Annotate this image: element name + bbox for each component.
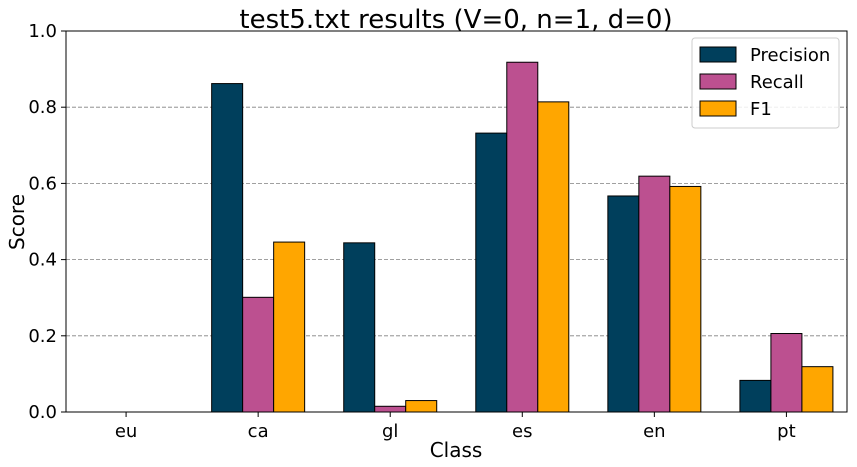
bar-f1-es bbox=[537, 101, 570, 413]
grid-lines bbox=[66, 106, 847, 337]
chart-title: test5.txt results (V=0, n=1, d=0) bbox=[239, 5, 672, 35]
y-tick-label: 1.0 bbox=[28, 21, 57, 42]
y-tick-label: 0.2 bbox=[28, 326, 57, 347]
y-axis-label: Score bbox=[5, 194, 29, 250]
bar-precision-gl bbox=[343, 242, 376, 413]
x-tick-label: en bbox=[643, 421, 665, 442]
bar-precision-pt bbox=[739, 379, 772, 413]
bar-precision-es bbox=[475, 132, 508, 413]
bar-f1-en bbox=[669, 185, 702, 413]
plot-frame bbox=[65, 30, 848, 413]
legend-label-f1: F1 bbox=[750, 99, 772, 120]
bar-precision-ca bbox=[211, 83, 244, 413]
y-tick-label: 0.4 bbox=[28, 250, 57, 271]
y-tick-label: 0.8 bbox=[28, 97, 57, 118]
bar-f1-ca bbox=[273, 241, 306, 413]
legend-swatch-f1 bbox=[699, 100, 737, 117]
y-tick-label: 0.6 bbox=[28, 173, 57, 194]
bar-recall-ca bbox=[242, 296, 275, 413]
bar-recall-pt bbox=[770, 333, 803, 413]
x-tick-label: es bbox=[512, 421, 532, 442]
x-axis-label: Class bbox=[430, 438, 483, 462]
legend-label-precision: Precision bbox=[750, 45, 830, 66]
bar-f1-pt bbox=[801, 366, 834, 413]
legend: Precision Recall F1 bbox=[691, 37, 840, 129]
x-axis-ticks: eu ca gl es en pt bbox=[115, 412, 796, 442]
legend-label-recall: Recall bbox=[750, 72, 804, 93]
bar-precision-en bbox=[607, 195, 640, 413]
x-tick-label: ca bbox=[248, 421, 269, 442]
legend-swatch-recall bbox=[699, 73, 737, 90]
bar-f1-gl bbox=[405, 400, 438, 413]
x-tick-label: eu bbox=[115, 421, 137, 442]
x-tick-label: pt bbox=[777, 421, 795, 442]
y-tick-label: 0.0 bbox=[28, 402, 57, 423]
x-tick-label: gl bbox=[382, 421, 398, 442]
bar-recall-es bbox=[506, 61, 539, 413]
legend-swatch-precision bbox=[699, 46, 737, 63]
y-axis-ticks: 0.0 0.2 0.4 0.6 0.8 1.0 bbox=[28, 21, 66, 423]
bar-recall-en bbox=[638, 175, 671, 413]
bar-recall-gl bbox=[374, 405, 407, 413]
